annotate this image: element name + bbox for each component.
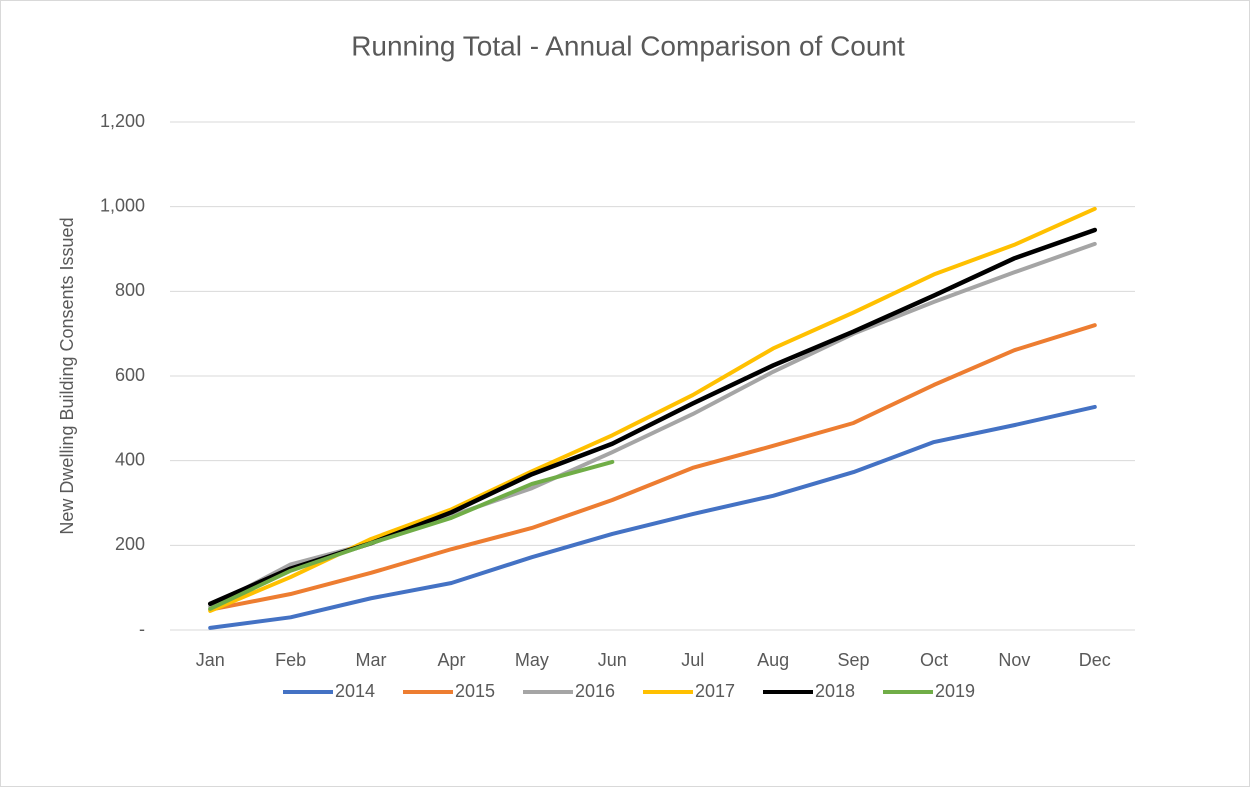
series-line [208,404,1097,630]
x-tick-label: May [515,650,549,670]
y-tick-label: 1,000 [100,195,145,215]
x-tick-label: Jan [196,650,225,670]
legend-label: 2015 [455,681,495,701]
y-tick-label: 1,200 [100,111,145,131]
y-tick-label: 400 [115,449,145,469]
x-tick-label: Apr [437,650,465,670]
x-tick-label: Mar [356,650,387,670]
x-tick-label: Aug [757,650,789,670]
x-tick-label: Jun [598,650,627,670]
x-tick-label: Jul [681,650,704,670]
x-tick-label: Feb [275,650,306,670]
y-tick-label: 200 [115,534,145,554]
series-line [208,323,1097,612]
x-tick-label: Sep [838,650,870,670]
y-tick-label: - [139,619,145,639]
x-tick-label: Dec [1079,650,1111,670]
legend-label: 2017 [695,681,735,701]
y-axis-label: New Dwelling Building Consents Issued [57,217,77,534]
series-line [208,459,615,611]
chart-title: Running Total - Annual Comparison of Cou… [351,30,905,61]
legend-label: 2019 [935,681,975,701]
legend-label: 2018 [815,681,855,701]
y-tick-label: 600 [115,365,145,385]
x-tick-label: Oct [920,650,948,670]
x-tick-label: Nov [998,650,1030,670]
legend-label: 2014 [335,681,375,701]
y-tick-label: 800 [115,280,145,300]
legend-label: 2016 [575,681,615,701]
